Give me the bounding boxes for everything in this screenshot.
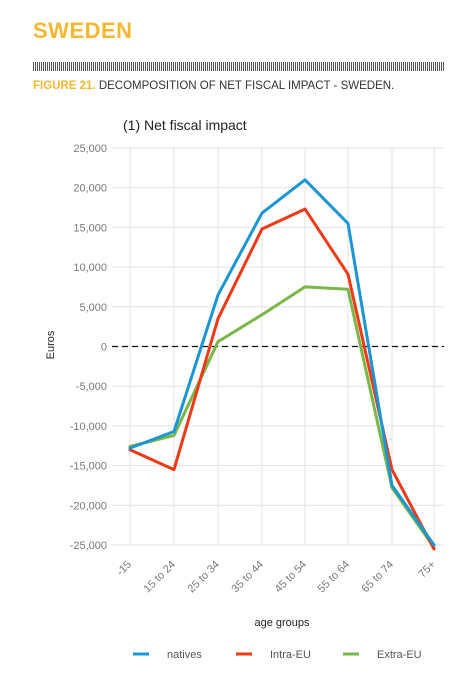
grid xyxy=(112,147,444,546)
country-title: SWEDEN xyxy=(33,18,133,43)
y-tick-label: 25,000 xyxy=(73,143,107,155)
y-tick-label: 15,000 xyxy=(73,222,107,234)
y-tick-label: 5,000 xyxy=(79,302,107,314)
x-axis-label: age groups xyxy=(254,617,310,629)
y-tick-label: -5,000 xyxy=(76,381,107,393)
y-tick-label: -10,000 xyxy=(70,421,107,433)
figure-text: DECOMPOSITION OF NET FISCAL IMPACT - SWE… xyxy=(95,80,395,92)
x-tick-label: 25 to 34 xyxy=(186,559,223,596)
x-tick-label: 15 to 24 xyxy=(142,559,179,596)
series-lines xyxy=(128,178,436,551)
figure-caption: FIGURE 21. DECOMPOSITION OF NET FISCAL I… xyxy=(33,80,394,92)
legend-label: Intra-EU xyxy=(270,649,311,661)
series-line-extra-eu xyxy=(128,285,436,549)
series-line-intra-eu xyxy=(128,207,436,551)
header-rule xyxy=(33,62,444,71)
y-tick-label: 0 xyxy=(101,342,107,354)
y-tick-label: -20,000 xyxy=(70,500,107,512)
y-tick-label: -25,000 xyxy=(70,540,107,552)
legend: natives Intra-EU Extra-EU xyxy=(133,649,422,661)
chart-title: (1) Net fiscal impact xyxy=(123,117,247,133)
y-axis-label: Euros xyxy=(45,330,57,359)
y-tick-label: 20,000 xyxy=(73,183,107,195)
legend-label: Extra-EU xyxy=(377,649,422,661)
x-tick-label: 75+ xyxy=(416,559,438,581)
x-tick-label: 55 to 64 xyxy=(316,559,353,596)
series-line-natives xyxy=(128,178,436,547)
x-tick-label: -15 xyxy=(114,559,134,579)
y-tick-label: 10,000 xyxy=(73,262,107,274)
legend-label: natives xyxy=(167,649,202,661)
y-tick-label: -15,000 xyxy=(70,461,107,473)
x-tick-label: 65 to 74 xyxy=(360,559,397,596)
x-tick-label: 35 to 44 xyxy=(230,559,267,596)
x-axis: -15 15 to 24 25 to 34 35 to 44 45 to 54 55 to… xyxy=(114,559,438,596)
figure-number: FIGURE 21. xyxy=(33,80,96,92)
x-tick-label: 45 to 54 xyxy=(273,559,310,596)
y-axis: 25,000 20,000 15,000 10,000 5,000 0 -5,000 -10,… xyxy=(70,143,107,552)
